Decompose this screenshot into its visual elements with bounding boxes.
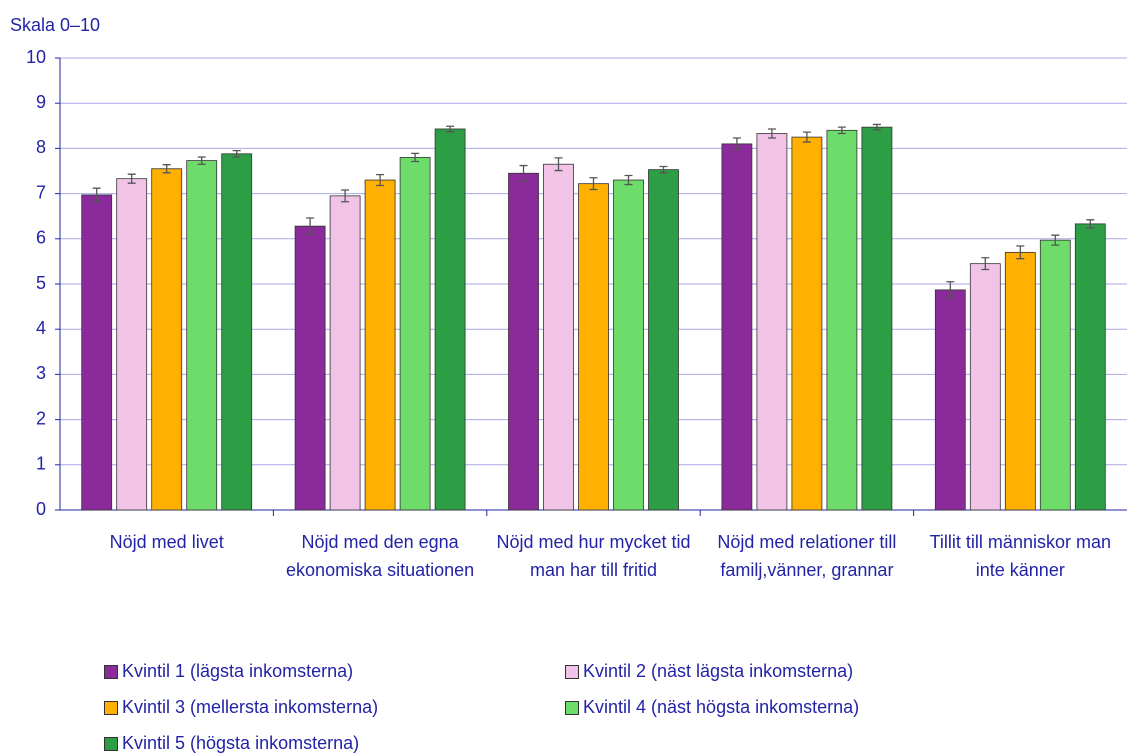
- error-bar: [732, 137, 741, 151]
- error-bar: [306, 217, 315, 235]
- error-bar: [946, 281, 955, 299]
- x-tick-label: Nöjd med den egna ekonomiska situationen: [286, 532, 475, 580]
- error-bar: [92, 187, 101, 203]
- bar: [1004, 251, 1036, 511]
- bar: [151, 168, 183, 511]
- bar: [1039, 239, 1071, 511]
- error-bar: [197, 156, 206, 165]
- bar: [221, 153, 253, 511]
- bar: [578, 183, 609, 511]
- bar: [648, 169, 679, 511]
- x-tick-label: Nöjd med livet: [109, 532, 224, 552]
- error-bar: [659, 165, 668, 174]
- bar: [826, 129, 858, 511]
- error-bar: [981, 257, 990, 271]
- error-bar: [837, 126, 846, 135]
- error-bar: [232, 150, 241, 158]
- error-bar: [162, 164, 171, 174]
- error-bar: [554, 157, 563, 172]
- y-tick-label: 2: [36, 408, 46, 428]
- bar: [81, 194, 113, 511]
- bar: [861, 126, 893, 511]
- bar: [721, 143, 753, 511]
- y-tick-label: 0: [36, 499, 46, 519]
- bar: [1074, 223, 1106, 511]
- legend-item: Kvintil 4 (näst högsta inkomsterna): [565, 697, 859, 718]
- error-bar: [767, 128, 776, 139]
- legend-swatch: [104, 736, 118, 751]
- y-tick-label: 1: [36, 454, 46, 474]
- bar: [186, 160, 218, 511]
- x-tick-label: Tillit till människor man inte känner: [929, 532, 1111, 580]
- legend-swatch: [565, 700, 579, 715]
- y-tick-label: 3: [36, 363, 46, 383]
- bar: [399, 157, 431, 511]
- error-bar: [376, 173, 385, 187]
- x-tick-label: Nöjd med hur mycket tid man har till fri…: [496, 532, 691, 580]
- y-tick-label: 4: [36, 318, 46, 338]
- error-bar: [341, 189, 350, 203]
- error-bar: [1016, 245, 1025, 260]
- legend-swatch: [104, 700, 118, 715]
- error-bar: [872, 123, 881, 131]
- y-axis-label: Skala 0–10: [10, 15, 100, 35]
- bar: [508, 172, 539, 511]
- bar: [543, 163, 574, 511]
- error-bar: [411, 152, 420, 163]
- legend-item: Kvintil 5 (högsta inkomsterna): [104, 733, 359, 754]
- legend-swatch: [104, 664, 118, 679]
- error-bar: [589, 177, 598, 191]
- bar: [116, 178, 148, 511]
- x-tick-label: Nöjd med relationer till familj,vänner, …: [717, 532, 897, 580]
- error-bar: [127, 173, 136, 184]
- bar: [329, 195, 361, 511]
- y-tick-label: 7: [36, 182, 46, 202]
- legend-label: Kvintil 5 (högsta inkomsterna): [122, 733, 360, 753]
- legend-label: Kvintil 1 (lägsta inkomsterna): [122, 661, 354, 681]
- bar: [756, 133, 788, 511]
- legend-swatch: [565, 664, 579, 679]
- bar: [791, 136, 823, 511]
- legend-item: Kvintil 2 (näst lägsta inkomsterna): [565, 661, 853, 682]
- error-bar: [1086, 219, 1095, 229]
- bar: [364, 179, 396, 511]
- error-bar: [802, 131, 811, 143]
- y-tick-label: 6: [36, 228, 46, 248]
- legend-item: Kvintil 3 (mellersta inkomsterna): [104, 697, 378, 718]
- bar: [294, 225, 326, 511]
- y-tick-label: 5: [36, 273, 46, 293]
- error-bar: [1051, 234, 1060, 246]
- bar: [613, 179, 644, 511]
- error-bar: [624, 174, 633, 186]
- legend-label: Kvintil 3 (mellersta inkomsterna): [122, 697, 379, 717]
- y-tick-label: 9: [36, 92, 46, 112]
- legend-label: Kvintil 4 (näst högsta inkomsterna): [583, 697, 860, 717]
- legend-label: Kvintil 2 (näst lägsta inkomsterna): [583, 661, 854, 681]
- bar: [969, 263, 1001, 511]
- bar: [934, 289, 966, 511]
- bar: [434, 128, 466, 511]
- y-tick-label: 8: [36, 137, 46, 157]
- error-bar: [446, 125, 455, 133]
- y-tick-label: 10: [26, 47, 46, 67]
- error-bar: [519, 164, 528, 182]
- legend-item: Kvintil 1 (lägsta inkomsterna): [104, 661, 353, 682]
